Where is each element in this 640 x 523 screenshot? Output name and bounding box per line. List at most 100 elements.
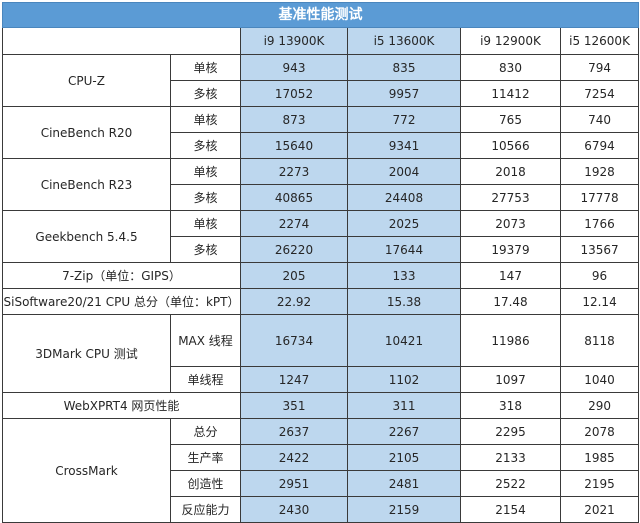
value-cell: 2018 — [460, 158, 561, 185]
metric-label: 反应能力 — [170, 496, 241, 523]
value-cell: 8118 — [559, 314, 640, 367]
benchmark-name: CPU-Z — [2, 54, 171, 107]
value-cell: 1928 — [559, 158, 640, 185]
value-cell: 10421 — [347, 314, 461, 367]
value-cell: 15.38 — [347, 288, 461, 315]
value-cell: 2195 — [559, 470, 640, 497]
table-row: Geekbench 5.4.5 单核 2274 2025 2073 1766 — [2, 210, 640, 263]
value-cell: 2025 — [347, 210, 461, 237]
column-header: i5 13600K — [347, 27, 461, 55]
value-cell: 24408 — [347, 184, 461, 211]
benchmark-name: Geekbench 5.4.5 — [2, 210, 171, 263]
table-row: CPU-Z 单核 943 835 830 794 — [2, 54, 640, 107]
value-cell: 27753 — [460, 184, 561, 211]
value-cell: 794 — [559, 54, 640, 81]
metric-label: 总分 — [170, 418, 241, 445]
column-header: i9 13900K — [240, 27, 348, 55]
metric-label: 创造性 — [170, 470, 241, 497]
table-title: 基准性能测试 — [1, 2, 640, 28]
benchmark-name: WebXPRT4 网页性能 — [2, 392, 241, 419]
value-cell: 40865 — [240, 184, 348, 211]
table-row: 多核 15640 9341 10566 6794 — [3, 132, 640, 159]
value-cell: 765 — [460, 106, 561, 133]
table-row: 3DMark CPU 测试 MAX 线程 16734 10421 11986 8… — [2, 314, 640, 393]
value-cell: 133 — [347, 262, 461, 289]
value-cell: 96 — [559, 262, 640, 289]
table-row: 多核 26220 17644 19379 13567 — [3, 236, 640, 263]
value-cell: 19379 — [460, 236, 561, 263]
value-cell: 1985 — [559, 444, 640, 471]
benchmark-name: CineBench R23 — [2, 158, 171, 211]
value-cell: 2637 — [240, 418, 348, 445]
value-cell: 2522 — [460, 470, 561, 497]
value-cell: 772 — [347, 106, 461, 133]
value-cell: 11986 — [460, 314, 561, 367]
value-cell: 9957 — [347, 80, 461, 107]
table-row: CrossMark 总分 2637 2267 2295 2078 — [2, 418, 640, 523]
metric-label: 单核 — [170, 106, 241, 133]
value-cell: 2021 — [559, 496, 640, 523]
value-cell: 22.92 — [240, 288, 348, 315]
value-cell: 12.14 — [559, 288, 640, 315]
title-row: 基准性能测试 — [1, 2, 640, 28]
benchmark-name: 3DMark CPU 测试 — [2, 314, 171, 393]
value-cell: 11412 — [460, 80, 561, 107]
header-row: i9 13900K i5 13600K i9 12900K i5 12600K — [2, 27, 640, 55]
value-cell: 6794 — [559, 132, 640, 159]
value-cell: 318 — [460, 392, 561, 419]
value-cell: 2159 — [347, 496, 461, 523]
value-cell: 205 — [240, 262, 348, 289]
value-cell: 740 — [559, 106, 640, 133]
benchmark-name: 7-Zip（单位：GIPS） — [2, 262, 241, 289]
benchmark-name: CrossMark — [2, 418, 171, 523]
value-cell: 10566 — [460, 132, 561, 159]
value-cell: 2078 — [559, 418, 640, 445]
value-cell: 13567 — [559, 236, 640, 263]
value-cell: 17778 — [559, 184, 640, 211]
value-cell: 2004 — [347, 158, 461, 185]
table-row: SiSoftware20/21 CPU 总分（单位：kPT） 22.92 15.… — [2, 288, 640, 315]
value-cell: 17644 — [347, 236, 461, 263]
value-cell: 2951 — [240, 470, 348, 497]
value-cell: 351 — [240, 392, 348, 419]
value-cell: 1247 — [240, 366, 348, 393]
value-cell: 2267 — [347, 418, 461, 445]
value-cell: 2295 — [460, 418, 561, 445]
metric-label: 生产率 — [170, 444, 241, 471]
value-cell: 2073 — [460, 210, 561, 237]
value-cell: 943 — [240, 54, 348, 81]
value-cell: 15640 — [240, 132, 348, 159]
value-cell: 2105 — [347, 444, 461, 471]
value-cell: 2422 — [240, 444, 348, 471]
metric-label: 单核 — [170, 54, 241, 81]
benchmark-name: SiSoftware20/21 CPU 总分（单位：kPT） — [2, 288, 241, 315]
value-cell: 2274 — [240, 210, 348, 237]
value-cell: 311 — [347, 392, 461, 419]
column-header: i9 12900K — [460, 27, 561, 55]
metric-label: 多核 — [170, 184, 241, 211]
header-blank — [2, 27, 241, 55]
value-cell: 17052 — [240, 80, 348, 107]
metric-label: 多核 — [170, 132, 241, 159]
metric-label: 多核 — [170, 236, 241, 263]
value-cell: 2430 — [240, 496, 348, 523]
value-cell: 290 — [559, 392, 640, 419]
table-row: 多核 17052 9957 11412 7254 — [3, 80, 640, 107]
value-cell: 9341 — [347, 132, 461, 159]
table-row: CineBench R23 单核 2273 2004 2018 1928 — [2, 158, 640, 211]
table-row: CineBench R20 单核 873 772 765 740 — [2, 106, 640, 159]
value-cell: 2154 — [460, 496, 561, 523]
table-row: 反应能力 2430 2159 2154 2021 — [3, 496, 640, 523]
value-cell: 835 — [347, 54, 461, 81]
value-cell: 2133 — [460, 444, 561, 471]
value-cell: 2481 — [347, 470, 461, 497]
value-cell: 1102 — [347, 366, 461, 393]
table-row: 单线程 1247 1102 1097 1040 — [3, 366, 640, 393]
value-cell: 2273 — [240, 158, 348, 185]
metric-label: 单核 — [170, 158, 241, 185]
benchmark-name: CineBench R20 — [2, 106, 171, 159]
value-cell: 1097 — [460, 366, 561, 393]
value-cell: 26220 — [240, 236, 348, 263]
